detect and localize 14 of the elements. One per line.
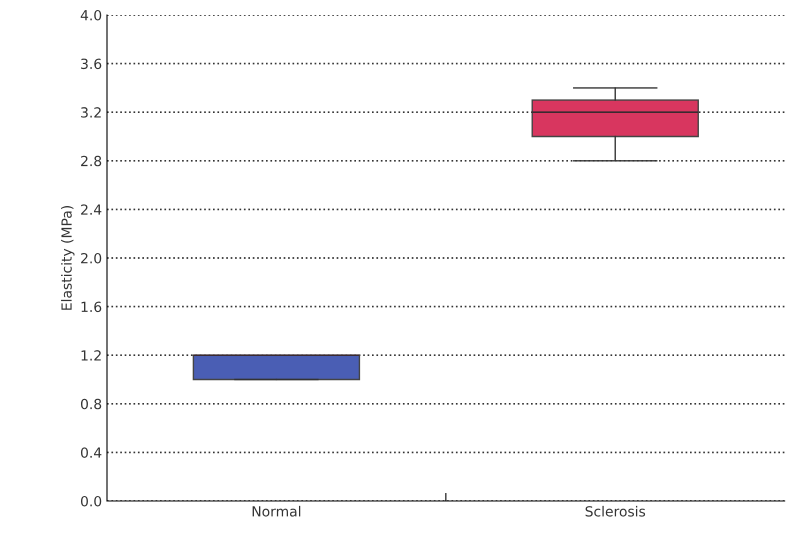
y-tick-label: 0.8 <box>80 398 102 410</box>
y-tick-label: 2.0 <box>81 252 102 264</box>
y-tick-label: 1.6 <box>82 302 102 312</box>
x-tick-label: Sclerosis <box>586 506 646 517</box>
y-tick-label: 0.4 <box>80 447 102 458</box>
y-tick-label: 3.6 <box>81 58 102 70</box>
y-axis-title: Elasticity (MPa) <box>61 206 74 310</box>
y-tick-label: 2.4 <box>81 204 102 215</box>
y-tick-label: 1.2 <box>82 350 101 360</box>
y-tick-label: 3.2 <box>81 107 101 118</box>
y-tick-label: 2.8 <box>81 156 102 166</box>
y-tick-label: 0.0 <box>80 496 102 506</box>
y-tick-label: 4.0 <box>80 10 102 20</box>
x-tick-label: Normal <box>252 506 300 517</box>
